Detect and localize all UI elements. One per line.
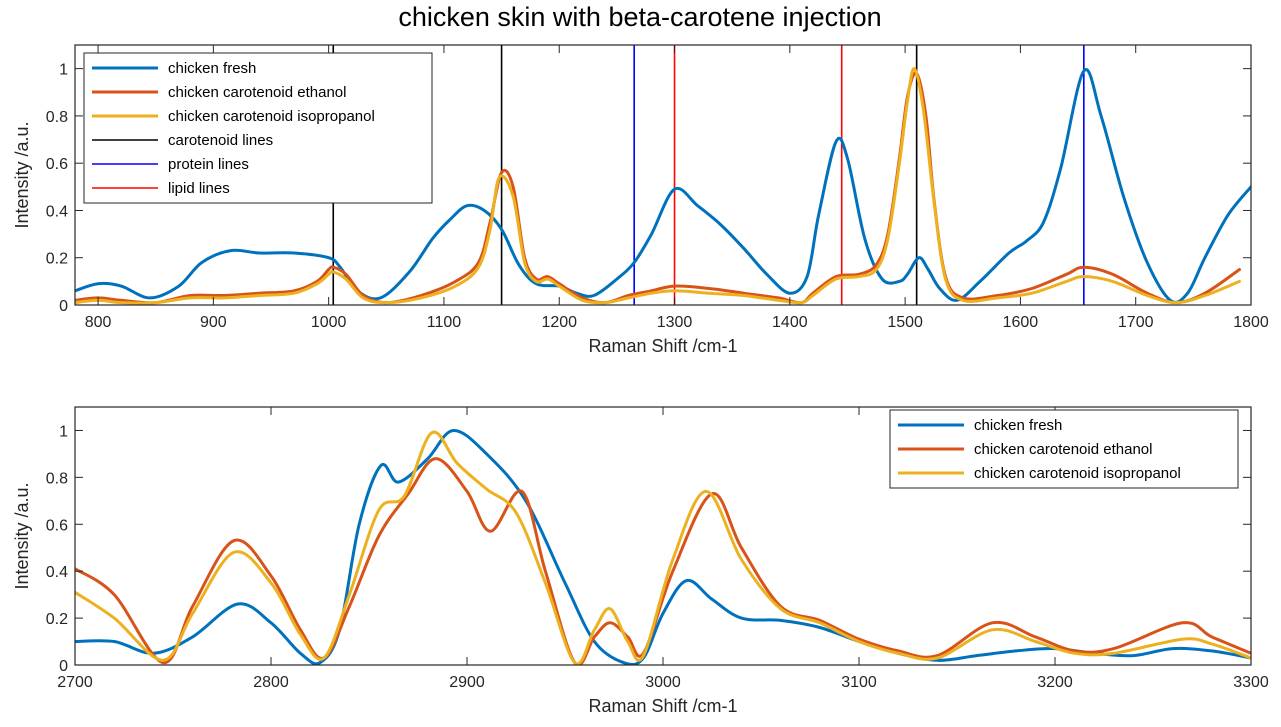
legend: chicken fresh chicken carotenoid ethanol c… (83, 52, 433, 204)
legend-label-carotenoid-lines: carotenoid lines (168, 132, 273, 149)
y-tick-label: 0.4 (46, 203, 68, 220)
y-axis-label: Intensity /a.u. (12, 121, 32, 228)
legend-label-chicken-carotenoid-ethanol: chicken carotenoid ethanol (168, 84, 346, 101)
y-tick-label: 0.2 (46, 611, 68, 628)
legend: chicken fresh chicken carotenoid ethanol c… (889, 409, 1239, 489)
bottom-plot: 2700 2800 2900 3000 3100 3200 3300 0 0.2 0.4 0.6 0.… (12, 406, 1269, 716)
y-tick-label: 1 (59, 62, 68, 79)
series-line-chicken-carotenoid-ethanol (75, 457, 1251, 665)
y-tick-label: 0.4 (46, 564, 68, 581)
x-tick-label: 1800 (1233, 314, 1269, 331)
x-tick-label: 1400 (772, 314, 808, 331)
legend-box (83, 52, 433, 204)
figure-title: chicken skin with beta-carotene injectio… (398, 2, 881, 32)
series-line-chicken-carotenoid-isopropanol (75, 430, 1251, 665)
x-tick-label: 800 (85, 314, 112, 331)
x-axis-label: Raman Shift /cm-1 (588, 336, 737, 356)
x-tick-label: 900 (200, 314, 227, 331)
y-tick-label: 1 (59, 423, 68, 440)
x-tick-label: 3100 (841, 674, 877, 691)
series-line-chicken-carotenoid-isopropanol (75, 67, 1241, 305)
series-line-chicken-fresh (75, 68, 1251, 304)
x-tick-label: 2700 (57, 674, 93, 691)
y-tick-label: 0.8 (46, 470, 68, 487)
legend-label-chicken-carotenoid-ethanol: chicken carotenoid ethanol (974, 441, 1152, 458)
x-tick-label: 1300 (657, 314, 693, 331)
axes-box (74, 44, 1252, 306)
y-tick-label: 0.6 (46, 517, 68, 534)
x-tick-label: 3300 (1233, 674, 1269, 691)
top-plot: 800 900 1000 1100 1200 1300 1400 1500 1600 1700 18… (12, 44, 1269, 356)
legend-label-protein-lines: protein lines (168, 156, 249, 173)
y-tick-label: 0 (59, 298, 68, 315)
x-tick-label: 2900 (449, 674, 485, 691)
legend-label-chicken-carotenoid-isopropanol: chicken carotenoid isopropanol (168, 108, 375, 125)
legend-label-lipid-lines: lipid lines (168, 180, 230, 197)
x-tick-label: 3000 (645, 674, 681, 691)
y-axis-label: Intensity /a.u. (12, 482, 32, 589)
series-line-chicken-fresh (75, 429, 1251, 665)
x-tick-label: 1700 (1118, 314, 1154, 331)
y-tick-label: 0.8 (46, 109, 68, 126)
x-tick-label: 1000 (311, 314, 347, 331)
y-tick-label: 0.2 (46, 251, 68, 268)
legend-label-chicken-fresh: chicken fresh (168, 60, 256, 77)
x-tick-label: 3200 (1037, 674, 1073, 691)
x-tick-label: 1600 (1003, 314, 1039, 331)
legend-label-chicken-fresh: chicken fresh (974, 417, 1062, 434)
legend-label-chicken-carotenoid-isopropanol: chicken carotenoid isopropanol (974, 465, 1181, 482)
x-tick-label: 1100 (427, 314, 462, 331)
series-line-chicken-carotenoid-ethanol (75, 71, 1241, 305)
x-axis-label: Raman Shift /cm-1 (588, 696, 737, 716)
y-tick-label: 0 (59, 658, 68, 675)
x-tick-label: 1200 (541, 314, 577, 331)
x-tick-label: 2800 (253, 674, 289, 691)
y-tick-label: 0.6 (46, 156, 68, 173)
x-tick-label: 1500 (887, 314, 923, 331)
